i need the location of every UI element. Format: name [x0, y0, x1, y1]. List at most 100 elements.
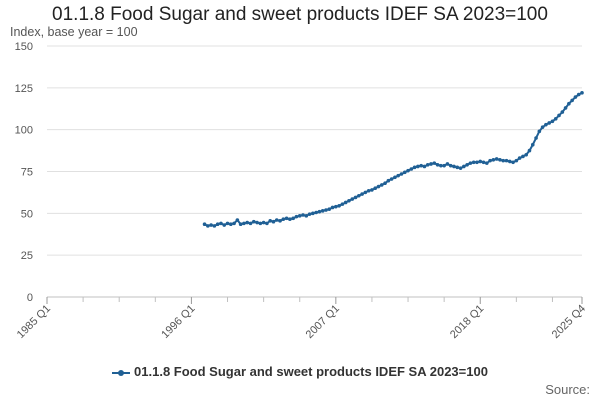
data-point[interactable]	[314, 210, 318, 215]
data-point[interactable]	[468, 161, 473, 165]
data-point[interactable]	[399, 172, 404, 176]
data-point[interactable]	[235, 218, 240, 222]
data-point[interactable]	[402, 170, 407, 175]
data-point[interactable]	[278, 219, 282, 223]
data-point[interactable]	[462, 164, 466, 169]
series-line[interactable]	[203, 91, 583, 227]
data-point[interactable]	[540, 125, 545, 129]
data-point[interactable]	[445, 162, 450, 166]
data-point[interactable]	[530, 142, 535, 147]
data-point[interactable]	[475, 160, 479, 165]
data-point[interactable]	[573, 95, 578, 99]
data-point[interactable]	[291, 216, 295, 221]
data-point[interactable]	[471, 160, 476, 165]
data-point[interactable]	[238, 222, 243, 227]
data-point[interactable]	[222, 223, 227, 227]
data-point[interactable]	[501, 158, 506, 163]
data-point[interactable]	[576, 92, 581, 97]
data-point[interactable]	[324, 208, 328, 212]
data-point[interactable]	[406, 168, 410, 173]
data-point[interactable]	[458, 166, 463, 170]
data-point[interactable]	[281, 217, 286, 221]
data-point[interactable]	[370, 188, 374, 192]
data-point[interactable]	[429, 162, 433, 166]
data-point[interactable]	[488, 158, 492, 163]
data-point[interactable]	[304, 214, 309, 218]
data-point[interactable]	[435, 163, 440, 167]
data-point[interactable]	[330, 205, 335, 210]
data-point[interactable]	[379, 183, 384, 187]
data-point[interactable]	[307, 212, 312, 216]
data-point[interactable]	[353, 195, 358, 200]
data-point[interactable]	[478, 159, 483, 164]
data-point[interactable]	[439, 163, 443, 168]
data-point[interactable]	[245, 220, 250, 225]
data-point[interactable]	[251, 219, 256, 224]
data-point[interactable]	[366, 188, 371, 193]
data-point[interactable]	[553, 116, 558, 121]
data-point[interactable]	[350, 197, 355, 201]
data-point[interactable]	[537, 129, 542, 134]
data-point[interactable]	[360, 192, 364, 196]
data-point[interactable]	[265, 221, 269, 226]
data-point[interactable]	[511, 160, 515, 165]
data-point[interactable]	[219, 221, 223, 226]
data-point[interactable]	[524, 152, 528, 157]
data-point[interactable]	[550, 119, 555, 124]
data-point[interactable]	[416, 164, 420, 169]
data-point[interactable]	[422, 164, 427, 169]
chart-legend[interactable]: 01.1.8 Food Sugar and sweet products IDE…	[0, 364, 600, 379]
data-point[interactable]	[452, 164, 456, 169]
data-point[interactable]	[547, 121, 551, 125]
data-point[interactable]	[544, 122, 548, 127]
data-point[interactable]	[317, 209, 322, 214]
data-point[interactable]	[248, 221, 253, 226]
data-point[interactable]	[455, 165, 460, 170]
data-point[interactable]	[465, 163, 469, 167]
data-point[interactable]	[507, 159, 512, 164]
data-point[interactable]	[297, 214, 302, 218]
data-point[interactable]	[261, 220, 266, 225]
data-point[interactable]	[373, 186, 378, 191]
data-point[interactable]	[294, 214, 299, 219]
data-point[interactable]	[258, 221, 263, 226]
data-point[interactable]	[274, 218, 279, 222]
data-point[interactable]	[215, 222, 220, 227]
data-point[interactable]	[389, 177, 394, 181]
data-point[interactable]	[481, 160, 486, 165]
data-point[interactable]	[580, 91, 584, 95]
data-point[interactable]	[494, 157, 499, 161]
data-point[interactable]	[255, 220, 259, 225]
data-point[interactable]	[311, 211, 315, 216]
data-point[interactable]	[409, 167, 414, 171]
data-point[interactable]	[320, 209, 325, 213]
data-point[interactable]	[514, 158, 519, 163]
data-point[interactable]	[206, 224, 210, 228]
data-point[interactable]	[504, 158, 509, 163]
data-point[interactable]	[448, 163, 453, 168]
data-point[interactable]	[343, 200, 348, 205]
data-point[interactable]	[383, 181, 387, 186]
data-point[interactable]	[393, 175, 397, 180]
data-point[interactable]	[268, 219, 272, 223]
data-point[interactable]	[334, 204, 338, 209]
data-point[interactable]	[517, 156, 522, 160]
data-point[interactable]	[442, 163, 446, 168]
data-point[interactable]	[225, 221, 230, 226]
data-point[interactable]	[284, 216, 289, 221]
data-point[interactable]	[485, 161, 489, 165]
data-point[interactable]	[337, 204, 341, 208]
data-point[interactable]	[212, 224, 217, 228]
data-point[interactable]	[419, 163, 423, 168]
data-point[interactable]	[557, 113, 561, 118]
data-point[interactable]	[567, 101, 571, 106]
data-point[interactable]	[301, 213, 305, 217]
data-point[interactable]	[229, 222, 233, 227]
data-point[interactable]	[386, 178, 391, 183]
data-point[interactable]	[527, 148, 532, 153]
data-point[interactable]	[340, 202, 345, 206]
data-point[interactable]	[425, 163, 430, 167]
data-point[interactable]	[432, 161, 437, 165]
data-point[interactable]	[376, 184, 381, 189]
data-point[interactable]	[498, 157, 502, 162]
